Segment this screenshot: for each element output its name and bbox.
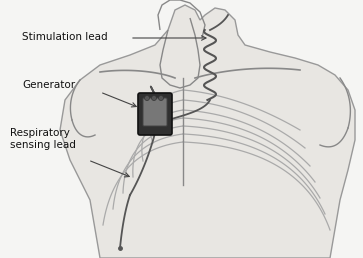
Circle shape bbox=[159, 95, 163, 101]
Circle shape bbox=[151, 95, 156, 101]
Polygon shape bbox=[60, 5, 355, 258]
FancyBboxPatch shape bbox=[143, 98, 167, 126]
Circle shape bbox=[144, 95, 150, 101]
FancyBboxPatch shape bbox=[138, 93, 172, 135]
Text: Respiratory
sensing lead: Respiratory sensing lead bbox=[10, 128, 76, 150]
Text: Stimulation lead: Stimulation lead bbox=[22, 32, 107, 42]
Text: Generator: Generator bbox=[22, 80, 75, 90]
